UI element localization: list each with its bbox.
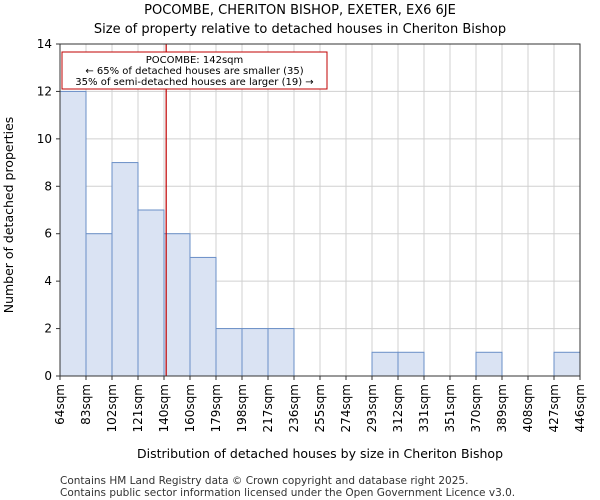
annotation-line3: 35% of semi-detached houses are larger (… [75,77,313,88]
y-tick-label: 6 [44,227,52,241]
annotation-line2: ← 65% of detached houses are smaller (35… [85,66,303,77]
histogram-bar [397,351,425,377]
footer-line1: Contains HM Land Registry data © Crown c… [60,475,468,487]
y-tick-label: 14 [37,37,52,51]
y-axis-title: Number of detached properties [1,117,16,314]
histogram-bar [137,209,165,377]
x-tick-label: 408sqm [521,384,535,432]
x-tick-label: 389sqm [495,384,509,432]
y-tick-label: 10 [37,132,52,146]
x-tick-label: 255sqm [313,384,327,432]
histogram-bar [475,351,503,377]
histogram-bar [111,162,139,377]
histogram-bar [267,328,295,377]
chart-title-line1: POCOMBE, CHERITON BISHOP, EXETER, EX6 6J… [144,3,456,18]
x-tick-labels: 64sqm 83sqm 102sqm 121sqm 140sqm 160sqm 179sqm… [53,384,587,432]
bars-layer [59,90,581,377]
annotation-line1: POCOMBE: 142sqm [146,55,244,66]
x-tick-label: 179sqm [209,384,223,432]
axes-layer [56,43,581,380]
histogram-bar [59,90,87,377]
x-tick-label: 351sqm [443,384,457,432]
x-tick-label: 217sqm [261,384,275,432]
histogram-bar [241,328,269,377]
histogram-bar [189,256,217,377]
x-tick-label: 64sqm [53,384,67,425]
x-tick-label: 140sqm [157,384,171,432]
histogram-bar [85,233,113,377]
x-axis-title: Distribution of detached houses by size … [137,446,503,461]
y-tick-label: 4 [44,274,52,288]
chart-title-line2: Size of property relative to detached ho… [94,22,506,37]
x-tick-label: 198sqm [235,384,249,432]
y-tick-label: 12 [37,84,52,98]
footer-line2: Contains public sector information licen… [60,487,515,499]
x-tick-label: 331sqm [417,384,431,432]
annotation-box: POCOMBE: 142sqm ← 65% of detached houses… [61,51,328,90]
histogram-bar [371,351,399,377]
x-tick-label: 446sqm [573,384,587,432]
x-tick-label: 293sqm [365,384,379,432]
histogram-bar [215,328,243,377]
y-tick-label: 0 [44,369,52,383]
x-tick-label: 312sqm [391,384,405,432]
x-tick-label: 160sqm [183,384,197,432]
x-tick-label: 427sqm [547,384,561,432]
x-tick-label: 121sqm [131,384,145,432]
x-tick-label: 102sqm [105,384,119,432]
y-tick-labels: 0 2 4 6 8 10 12 14 [37,37,52,383]
x-tick-label: 274sqm [339,384,353,432]
x-tick-label: 370sqm [469,384,483,432]
x-tick-label: 236sqm [287,384,301,432]
y-tick-label: 8 [44,179,52,193]
histogram-bar [553,351,581,377]
y-tick-label: 2 [44,322,52,336]
histogram-bar [163,233,191,377]
x-tick-label: 83sqm [79,384,93,425]
annotation-frame [61,51,328,90]
